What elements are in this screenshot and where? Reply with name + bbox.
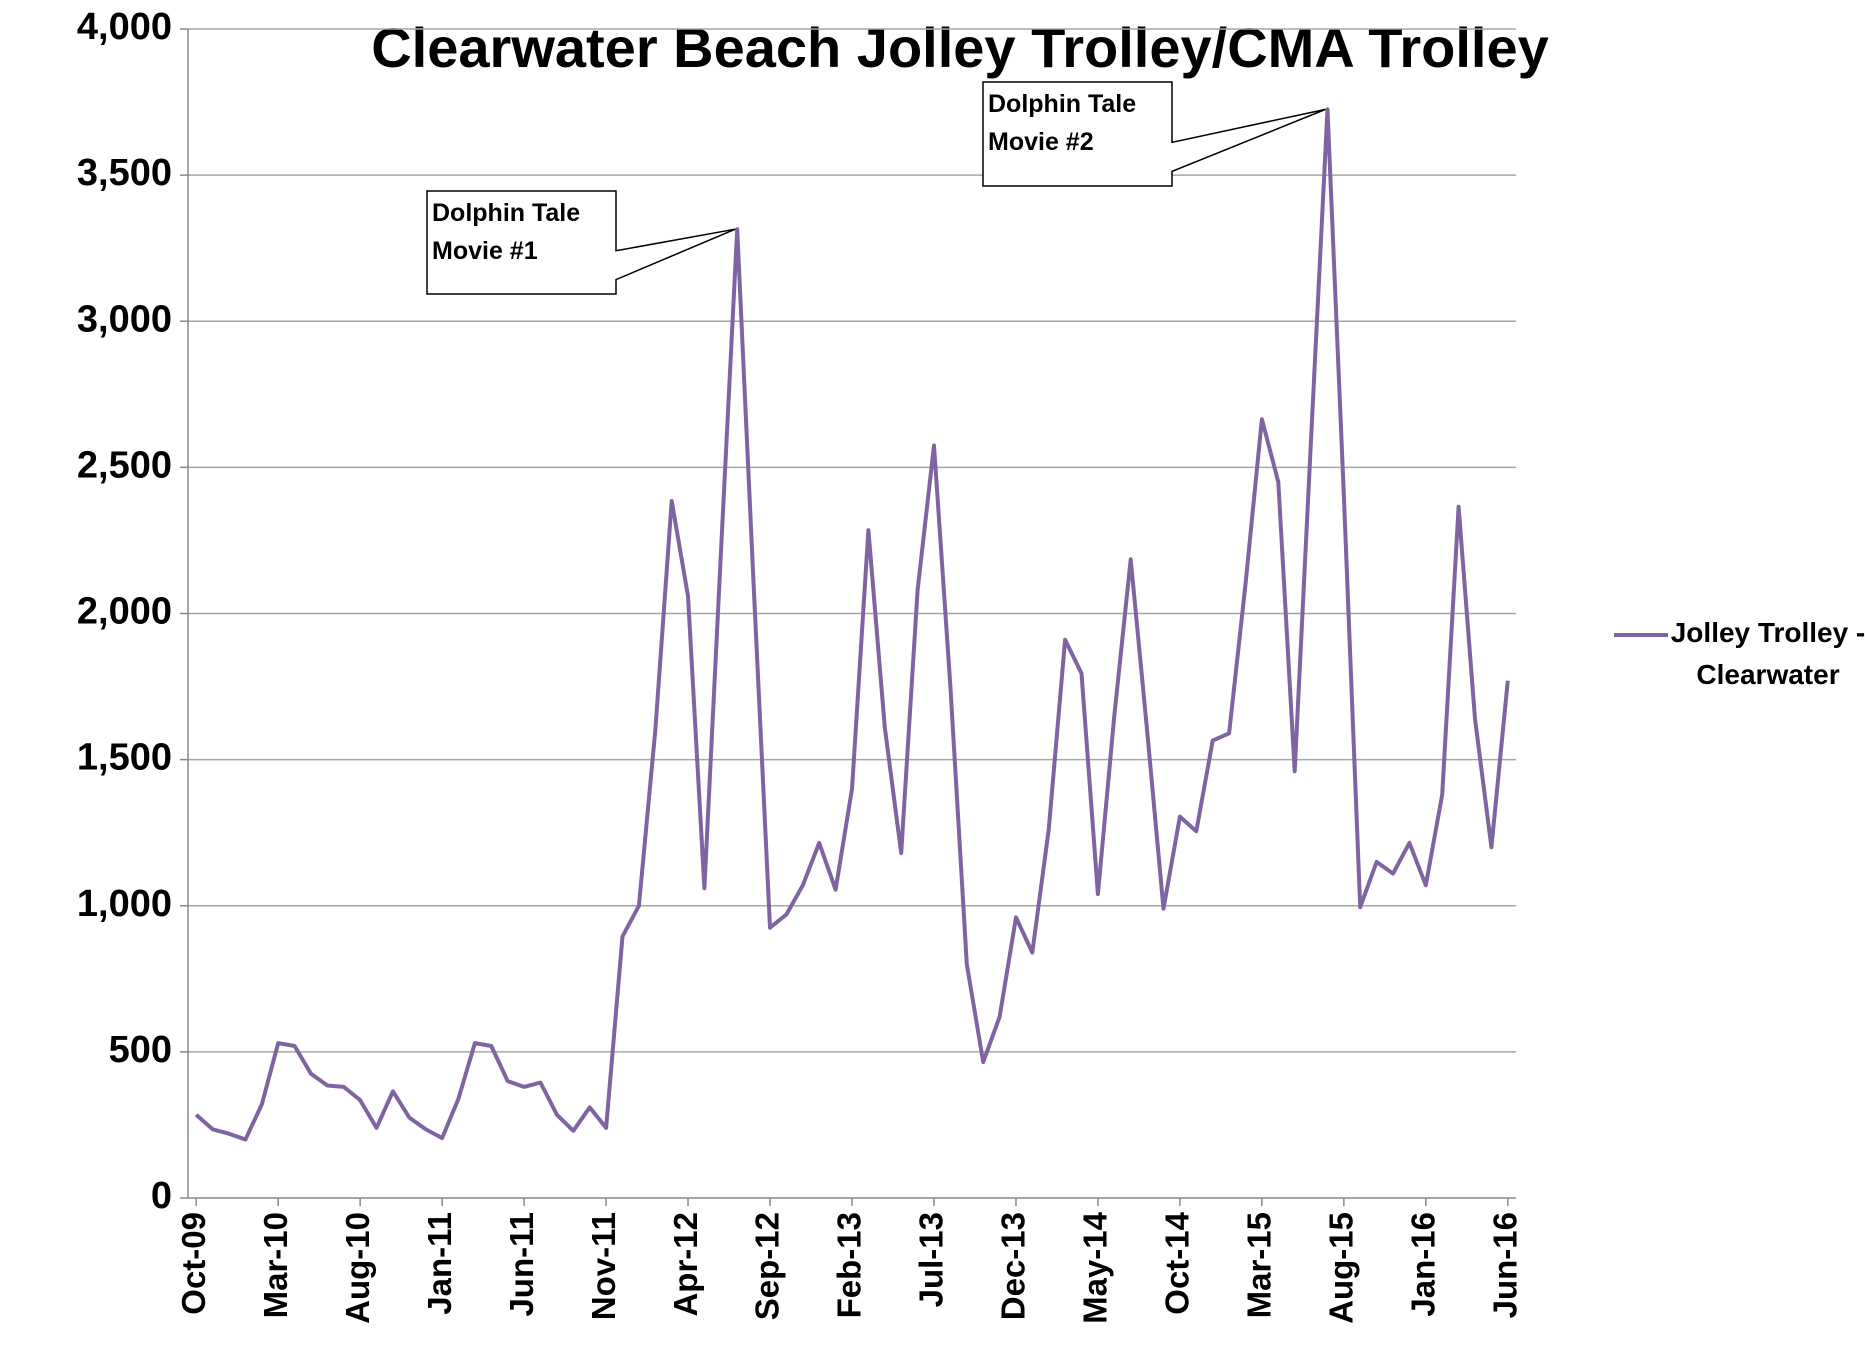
x-tick-label: May-14 (1077, 1211, 1114, 1324)
x-tick-label: Oct-09 (175, 1212, 212, 1315)
x-tick-label: Mar-15 (1241, 1212, 1278, 1318)
callout (426, 190, 736, 295)
x-tick-label: Jan-16 (1405, 1212, 1442, 1317)
y-tick-label: 500 (109, 1029, 172, 1071)
x-tick-label: Aug-15 (1323, 1212, 1360, 1324)
x-tick-label: Oct-14 (1159, 1211, 1196, 1314)
y-tick-label: 3,500 (77, 152, 172, 194)
x-tick-label: Jun-16 (1487, 1212, 1524, 1318)
y-tick-label: 0 (151, 1175, 172, 1217)
x-tick-label: Jun-11 (503, 1212, 540, 1317)
x-tick-label: Feb-13 (831, 1212, 868, 1318)
x-tick-label: Apr-12 (667, 1212, 704, 1317)
data-line (194, 107, 1510, 1142)
x-tick-label: Dec-13 (995, 1212, 1032, 1320)
y-tick-label: 2,000 (77, 591, 172, 633)
legend-label: Jolley Trolley - Clearwater (1670, 617, 1865, 690)
y-tick-label: 3,000 (77, 298, 172, 340)
x-tick-label: Mar-10 (257, 1212, 294, 1318)
y-tick-label: 4,000 (77, 6, 172, 48)
chart-title: Clearwater Beach Jolley Trolley/CMA Trol… (371, 16, 1549, 79)
x-tick-label: Aug-10 (339, 1212, 376, 1324)
annotation: Dolphin Tale Movie #2 (988, 90, 1137, 156)
y-tick-label: 1,500 (77, 737, 172, 779)
x-tick-label: Nov-11 (585, 1212, 622, 1320)
x-tick-label: Jul-13 (913, 1212, 950, 1307)
annotation: Dolphin Tale Movie #1 (432, 199, 581, 265)
x-tick-label: Jan-11 (421, 1212, 458, 1315)
callout (982, 81, 1326, 187)
y-tick-label: 2,500 (77, 444, 172, 486)
x-tick-label: Sep-12 (749, 1212, 786, 1320)
y-tick-label: 1,000 (77, 883, 172, 925)
